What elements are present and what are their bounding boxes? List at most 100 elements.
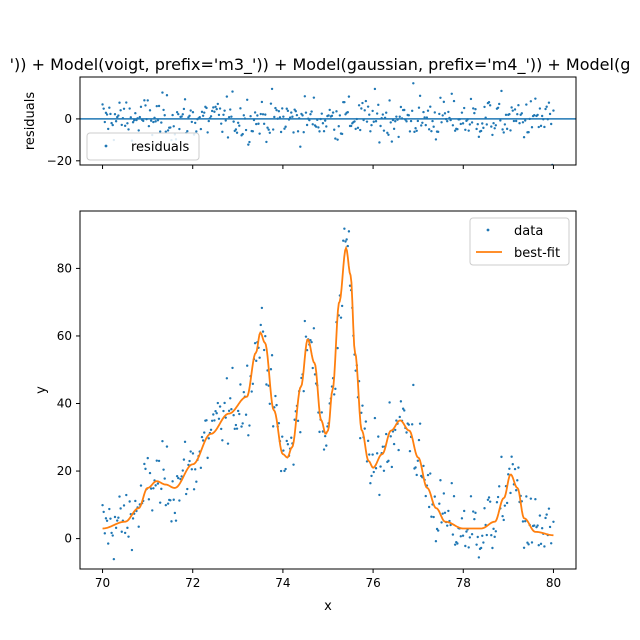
data-point xyxy=(171,480,174,483)
residual-point xyxy=(194,121,197,125)
data-point xyxy=(166,502,170,505)
residual-point xyxy=(421,121,424,124)
residual-point xyxy=(403,108,406,112)
residual-point xyxy=(283,127,286,130)
residual-point xyxy=(169,126,172,129)
residual-point xyxy=(200,110,204,114)
residual-point xyxy=(525,103,528,106)
data-point xyxy=(253,341,257,345)
data-point xyxy=(500,455,503,459)
residual-point xyxy=(459,122,462,126)
data-point xyxy=(152,487,155,490)
data-point xyxy=(281,435,284,438)
residual-point xyxy=(175,111,179,114)
data-point xyxy=(233,427,236,431)
data-point xyxy=(258,356,261,359)
residual-point xyxy=(172,125,175,128)
y-tick-label: 60 xyxy=(57,329,72,343)
residual-point xyxy=(266,126,269,129)
residual-point xyxy=(426,109,430,112)
x-tick-label: 70 xyxy=(95,576,110,590)
residuals-legend: residuals xyxy=(86,132,200,161)
x-tick-label: 72 xyxy=(185,576,200,590)
data-point xyxy=(240,425,243,428)
residual-point xyxy=(422,110,425,114)
residual-point xyxy=(330,114,334,118)
residual-point xyxy=(474,108,477,111)
main-axes-frame xyxy=(79,210,577,570)
data-point xyxy=(438,502,441,505)
data-point xyxy=(360,411,363,414)
residual-point xyxy=(227,115,231,119)
data-point xyxy=(156,482,160,485)
data-point xyxy=(477,556,481,559)
residual-point xyxy=(407,114,410,117)
data-point xyxy=(389,435,392,438)
residual-point xyxy=(312,96,316,99)
residual-point xyxy=(514,119,518,123)
residual-point xyxy=(139,105,143,109)
residual-point xyxy=(372,120,375,123)
residual-point xyxy=(492,122,495,125)
data-point xyxy=(430,515,433,518)
data-point xyxy=(191,452,195,455)
residual-point xyxy=(301,114,304,117)
data-point xyxy=(244,413,248,416)
data-point xyxy=(286,443,290,446)
data-point xyxy=(110,531,113,535)
data-point xyxy=(130,548,134,552)
data-point xyxy=(169,499,172,502)
residual-point xyxy=(191,111,195,114)
x-tick-label: 76 xyxy=(365,576,380,590)
data-point xyxy=(377,435,380,438)
data-point xyxy=(218,405,222,408)
residual-point xyxy=(322,130,326,133)
residual-point xyxy=(413,130,416,134)
residual-point xyxy=(314,125,318,128)
residual-point xyxy=(152,120,155,124)
data-point xyxy=(485,533,488,537)
data-point xyxy=(490,534,493,537)
data-point xyxy=(182,458,186,461)
residuals-y-ticks: −20 0 xyxy=(47,112,80,168)
residuals-legend-label: residuals xyxy=(131,140,190,155)
residual-point xyxy=(335,110,338,113)
residual-point xyxy=(166,129,170,132)
residual-point xyxy=(451,124,455,127)
data-point xyxy=(441,512,444,515)
data-point xyxy=(207,437,210,440)
residual-point xyxy=(164,130,168,133)
residual-point xyxy=(385,111,388,114)
residual-point xyxy=(162,108,165,112)
data-point xyxy=(388,401,391,404)
data-point xyxy=(525,495,528,498)
residual-point xyxy=(255,122,258,126)
data-point xyxy=(269,368,273,371)
data-point xyxy=(101,503,104,507)
data-point xyxy=(422,464,425,468)
residual-point xyxy=(146,99,149,102)
residual-point xyxy=(220,122,223,125)
data-point xyxy=(108,507,111,511)
residual-point xyxy=(183,98,187,101)
data-point xyxy=(522,546,526,550)
data-point xyxy=(424,494,427,498)
data-point xyxy=(446,524,449,527)
data-point xyxy=(217,417,221,420)
residual-point xyxy=(336,138,339,141)
data-point xyxy=(417,438,421,442)
data-point xyxy=(147,498,151,501)
residual-point xyxy=(476,122,479,126)
data-point xyxy=(521,520,525,523)
residual-point xyxy=(469,97,473,101)
residual-point xyxy=(540,114,544,118)
residual-point xyxy=(320,112,323,115)
residual-point xyxy=(470,121,474,124)
residual-point xyxy=(537,125,540,129)
residual-point xyxy=(334,137,337,140)
data-point xyxy=(109,517,112,520)
data-point xyxy=(387,459,390,463)
residual-point xyxy=(378,141,381,144)
data-point xyxy=(170,520,173,523)
residual-point xyxy=(207,119,210,123)
